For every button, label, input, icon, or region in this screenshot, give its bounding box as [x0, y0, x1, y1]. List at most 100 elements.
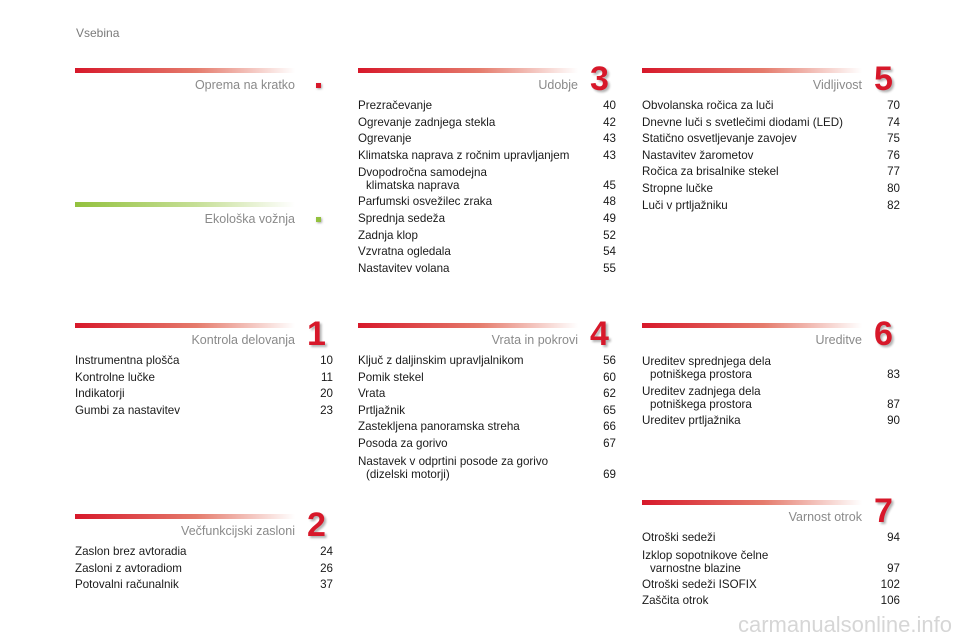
section-title[interactable]: Oprema na kratko [194, 78, 295, 92]
entry-label: Gumbi za nastavitev [75, 403, 180, 420]
section-title[interactable]: Ekološka vožnja [204, 212, 295, 226]
toc-entry[interactable]: Instrumentna plošča 10 [75, 353, 333, 370]
toc-entry[interactable]: Posoda za gorivo 67 [358, 436, 616, 453]
section-title[interactable]: Večfunkcijski zasloni [181, 524, 295, 538]
section-list: Instrumentna plošča 10 Kontrolne lučke 11 In… [75, 353, 333, 419]
entry-label-text: Ogrevanje zadnjega stekla [358, 115, 496, 129]
entry-page-number: 11 [320, 370, 333, 384]
entry-page-number: 56 [603, 354, 616, 367]
toc-entry[interactable]: Ureditev prtljažnika 90 [642, 413, 900, 430]
section-number: 3 [590, 60, 609, 98]
toc-entry[interactable]: Otroški sedeži ISOFIX 102 [642, 577, 900, 594]
entry-label-text: Statično osvetljevanje zavojev [642, 132, 797, 146]
section-ekoloska: Ekološka vožnja [75, 202, 333, 232]
entry-label-text: Kontrolne lučke [75, 370, 155, 384]
entry-page-number: 62 [603, 387, 616, 401]
entry-label-text: Klimatska naprava z ročnim upravljanjem [358, 148, 570, 162]
section-bar [642, 500, 862, 505]
entry-label-text: Gumbi za nastavitev [75, 403, 181, 417]
toc-entry[interactable]: Ogrevanje zadnjega stekla 42 [358, 115, 616, 132]
toc-entry[interactable]: Indikatorji 20 [75, 386, 333, 403]
toc-entry[interactable]: Pomik stekel 60 [358, 370, 616, 387]
entry-label: Obvolanska ročica za luči [642, 98, 773, 115]
entry-label: Nastavitev volana [358, 261, 450, 278]
entry-label: Stropne lučke [642, 181, 713, 198]
entry-page-number: 42 [603, 115, 616, 129]
toc-entry[interactable]: Kontrolne lučke 11 [75, 370, 333, 387]
entry-label: Ureditev zadnjega dela potniškega prostor… [642, 385, 761, 411]
section-vrata: Vrata in pokrovi 4 Ključ z daljinskim upra… [358, 317, 616, 483]
section-title[interactable]: Vidljivost [812, 78, 862, 92]
section-udobje: Udobje 3 Prezračevanje 40 Ogrevanje zadnjega… [358, 62, 616, 278]
section-title[interactable]: Kontrola delovanja [191, 333, 295, 347]
section-bar [642, 68, 862, 73]
section-bar [75, 202, 295, 207]
entry-page-number: 43 [603, 148, 616, 162]
entry-label-text: Nastavitev volana [358, 261, 450, 275]
entry-label: Kontrolne lučke [75, 370, 155, 387]
toc-entry[interactable]: Klimatska naprava z ročnim upravljanjem 4… [358, 148, 616, 165]
section-title[interactable]: Udobje [538, 78, 578, 92]
toc-entry[interactable]: Prezračevanje 40 [358, 98, 616, 115]
entry-label-text: Otroški sedeži [642, 531, 716, 544]
entry-label: Potovalni računalnik [75, 577, 179, 594]
entry-label: Ureditev prtljažnika [642, 413, 741, 430]
entry-label: Klimatska naprava z ročnim upravljanjem [358, 148, 569, 165]
entry-label-continued: potniškega prostora [650, 398, 752, 411]
entry-label-text: Luči v prtljažniku [642, 198, 728, 212]
toc-entry[interactable]: Nastavek v odprtini posode za gorivo (diz… [358, 453, 616, 483]
toc-entry[interactable]: Ogrevanje 43 [358, 131, 616, 148]
entry-page-number: 77 [887, 165, 900, 179]
section-bar [75, 68, 295, 73]
entry-label-text: Prtljažnik [358, 403, 406, 417]
entry-label-text: Ureditev zadnjega dela [642, 385, 761, 398]
toc-entry[interactable]: Izklop sopotnikove čelne varnostne blazin… [642, 547, 900, 577]
toc-entry[interactable]: Zaščita otrok 106 [642, 593, 900, 610]
toc-entry[interactable]: Zastekljena panoramska streha 66 [358, 419, 616, 436]
entry-label: Prezračevanje [358, 98, 432, 115]
toc-entry[interactable]: Vzvratna ogledala 54 [358, 244, 616, 261]
toc-entry[interactable]: Gumbi za nastavitev 23 [75, 403, 333, 420]
toc-entry[interactable]: Ključ z daljinskim upravljalnikom 56 [358, 353, 616, 370]
entry-label-text: Ključ z daljinskim upravljalnikom [358, 354, 524, 367]
entry-label-text: Dvopodročna samodejna [358, 166, 487, 180]
toc-entry[interactable]: Potovalni računalnik 37 [75, 577, 333, 594]
toc-entry[interactable]: Luči v prtljažniku 82 [642, 198, 900, 215]
toc-entry[interactable]: Obvolanska ročica za luči 70 [642, 98, 900, 115]
section-list: Otroški sedeži 94 Izklop sopotnikove čelne… [642, 530, 900, 610]
toc-entry[interactable]: Parfumski osvežilec zraka 48 [358, 194, 616, 211]
entry-label-text: Zaščita otrok [642, 594, 709, 608]
entry-page-number: 97 [887, 561, 900, 575]
toc-entry[interactable]: Ureditev sprednjega dela potniškega prost… [642, 353, 900, 383]
toc-entry[interactable]: Zadnja klop 52 [358, 228, 616, 245]
entry-label-text: Zadnja klop [358, 228, 418, 242]
section-bar [75, 323, 295, 328]
entry-page-number: 69 [603, 467, 616, 481]
section-list: Zaslon brez avtoradia 24 Zasloni z avtorad… [75, 544, 333, 594]
toc-entry[interactable]: Nastavitev volana 55 [358, 261, 616, 278]
toc-entry[interactable]: Statično osvetljevanje zavojev 75 [642, 131, 900, 148]
entry-label-text: Nastavek v odprtini posode za gorivo [358, 454, 549, 468]
section-title[interactable]: Vrata in pokrovi [491, 333, 578, 347]
toc-entry[interactable]: Dnevne luči s svetlečimi diodami (LED) 74 [642, 115, 900, 132]
toc-entry[interactable]: Sprednja sedeža 49 [358, 211, 616, 228]
section-number: 4 [590, 315, 609, 353]
page-title: Vsebina [76, 26, 120, 40]
toc-entry[interactable]: Otroški sedeži 94 [642, 530, 900, 547]
entry-label: Indikatorji [75, 386, 125, 403]
toc-entry[interactable]: Nastavitev žarometov 76 [642, 148, 900, 165]
section-title[interactable]: Varnost otrok [788, 510, 862, 524]
toc-entry[interactable]: Stropne lučke 80 [642, 181, 900, 198]
toc-entry[interactable]: Dvopodročna samodejna klimatska naprava 45 [358, 164, 616, 194]
toc-entry[interactable]: Zasloni z avtoradiom 26 [75, 561, 333, 578]
section-title[interactable]: Ureditve [815, 333, 862, 347]
entry-label-text: Zastekljena panoramska streha [358, 420, 520, 434]
entry-label-text: Vzvratna ogledala [358, 245, 451, 259]
toc-entry[interactable]: Ročica za brisalnike stekel 77 [642, 164, 900, 181]
entry-page-number: 87 [887, 398, 900, 411]
toc-entry[interactable]: Ureditev zadnjega dela potniškega prostor… [642, 383, 900, 413]
toc-entry[interactable]: Zaslon brez avtoradia 24 [75, 544, 333, 561]
toc-entry[interactable]: Vrata 62 [358, 386, 616, 403]
toc-entry[interactable]: Prtljažnik 65 [358, 403, 616, 420]
entry-page-number: 74 [887, 115, 900, 129]
